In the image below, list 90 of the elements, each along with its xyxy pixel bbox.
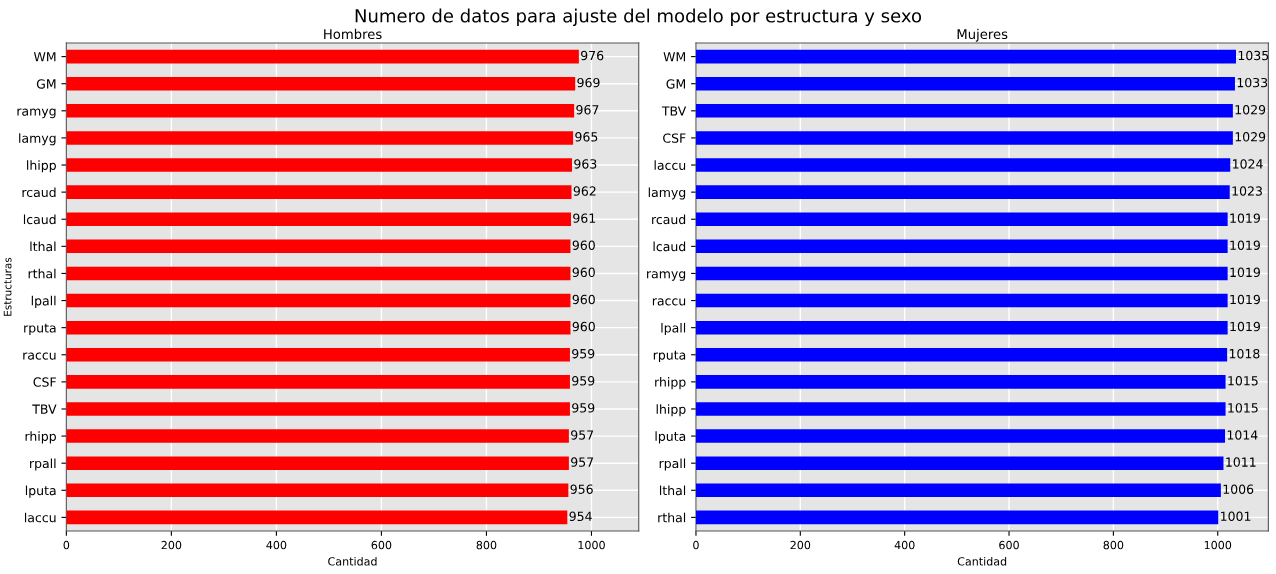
data-label: 1011 xyxy=(1226,457,1256,467)
data-label: 962 xyxy=(573,186,596,196)
y-tick-label: lcaud xyxy=(653,241,686,252)
x-tick-label: 1000 xyxy=(578,540,605,550)
y-tick-label: CSF xyxy=(33,377,56,387)
y-tick-label: lthal xyxy=(30,241,56,252)
data-label: 1023 xyxy=(1232,186,1262,196)
y-tick-label: TBV xyxy=(661,106,687,116)
x-axis-title: Cantidad xyxy=(328,556,377,566)
y-tick-label: lamyg xyxy=(648,187,686,200)
x-tick-label: 600 xyxy=(999,540,1019,550)
y-tick-label: lhipp xyxy=(656,404,686,417)
y-tick-label: rpall xyxy=(30,458,56,471)
y-tick-label: WM xyxy=(663,52,686,62)
data-label: 1019 xyxy=(1230,240,1260,250)
y-tick-label: lpall xyxy=(661,322,686,336)
y-tick-label: lamyg xyxy=(19,133,56,146)
y-tick-label: lthal xyxy=(659,485,686,496)
y-tick-label: lhipp xyxy=(27,160,56,173)
y-tick-label: rhipp xyxy=(25,431,56,444)
x-tick-label: 200 xyxy=(790,540,811,550)
data-label: 960 xyxy=(572,294,595,305)
data-label: 969 xyxy=(577,77,600,88)
data-label: 956 xyxy=(570,484,593,494)
y-tick-label: lpall xyxy=(31,295,56,308)
data-label: 963 xyxy=(574,159,597,169)
data-label: 960 xyxy=(572,240,595,250)
data-label: 1029 xyxy=(1235,104,1266,115)
x-axis-title: Cantidad xyxy=(957,556,1007,566)
data-label: 1033 xyxy=(1237,77,1268,88)
text: Numero de datos para ajuste del modelo por estructura y sexo xyxy=(355,8,922,27)
data-label: 959 xyxy=(572,403,595,413)
y-tick-label: laccu xyxy=(25,512,56,523)
data-label: 1019 xyxy=(1230,267,1260,278)
data-label: 1019 xyxy=(1230,213,1260,223)
data-label: 1024 xyxy=(1233,159,1263,169)
data-label: 959 xyxy=(572,348,595,359)
data-label: 957 xyxy=(571,457,594,467)
data-label: 959 xyxy=(572,376,595,386)
y-tick-label: GM xyxy=(36,79,56,89)
data-label: 967 xyxy=(576,104,599,115)
data-label: 1001 xyxy=(1221,511,1251,522)
y-tick-label: rputa xyxy=(653,350,686,363)
x-tick-label: 200 xyxy=(161,540,182,550)
y-tick-label: rthal xyxy=(28,268,56,279)
data-label: 1035 xyxy=(1238,50,1269,61)
data-label: 1014 xyxy=(1227,430,1258,440)
y-tick-label: WM xyxy=(33,52,56,62)
y-tick-label: rthal xyxy=(658,512,686,523)
data-label: 1006 xyxy=(1223,484,1254,494)
x-tick-label: 0 xyxy=(63,540,70,550)
y-tick-label: rcaud xyxy=(652,214,686,225)
y-tick-label: rhipp xyxy=(655,377,686,390)
chart-title: Mujeres xyxy=(957,28,1008,42)
x-tick-label: 400 xyxy=(894,540,915,550)
data-label: 960 xyxy=(572,267,595,278)
data-label: 957 xyxy=(571,430,594,440)
x-tick-label: 400 xyxy=(266,540,287,550)
y-tick-label: lputa xyxy=(655,431,686,444)
y-tick-label: GM xyxy=(666,79,686,89)
x-tick-label: 600 xyxy=(371,540,392,550)
y-axis-title: Estructuras xyxy=(3,257,12,316)
y-tick-label: laccu xyxy=(654,160,686,170)
y-tick-label: lcaud xyxy=(23,214,56,225)
y-tick-label: rputa xyxy=(24,323,56,336)
y-tick-label: raccu xyxy=(23,352,56,360)
data-label: 1029 xyxy=(1235,132,1266,142)
x-tick-label: 800 xyxy=(1103,540,1124,550)
y-tick-label: TBV xyxy=(32,404,57,414)
data-label: 1015 xyxy=(1228,376,1258,386)
data-label: 960 xyxy=(572,321,595,332)
y-tick-label: rpall xyxy=(659,458,686,471)
x-tick-label: 800 xyxy=(476,540,497,550)
y-tick-label: rcaud xyxy=(22,187,56,198)
y-tick-label: CSF xyxy=(663,133,686,143)
y-tick-label: ramyg xyxy=(17,108,56,119)
y-tick-label: ramyg xyxy=(647,271,686,281)
data-label: 965 xyxy=(575,132,598,142)
x-tick-label: 1000 xyxy=(1204,540,1232,550)
data-label: 1015 xyxy=(1228,403,1258,413)
data-label: 1018 xyxy=(1229,348,1260,359)
chart-title: Hombres xyxy=(324,28,382,40)
y-tick-label: lputa xyxy=(25,485,56,498)
data-label: 1019 xyxy=(1230,321,1260,332)
x-tick-label: 0 xyxy=(693,540,699,550)
data-label: 1019 xyxy=(1230,294,1260,305)
data-label: 976 xyxy=(581,50,604,61)
data-label: 961 xyxy=(573,213,596,223)
y-tick-label: raccu xyxy=(652,298,686,306)
data-label: 954 xyxy=(569,511,592,522)
